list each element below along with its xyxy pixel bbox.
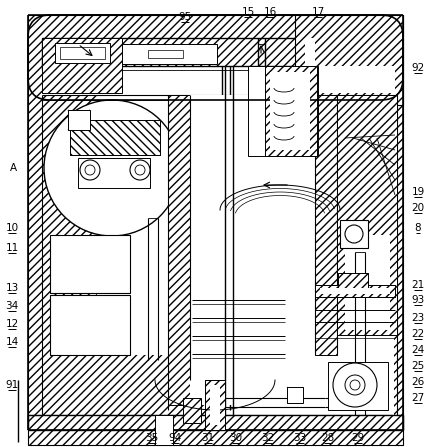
Circle shape	[80, 160, 100, 180]
Bar	[287, 387, 303, 403]
Bar	[68, 110, 90, 130]
Text: 8: 8	[415, 223, 421, 233]
Bar	[42, 38, 397, 66]
Text: 27: 27	[411, 393, 425, 403]
Bar	[315, 38, 397, 93]
Text: 10: 10	[6, 223, 18, 233]
Text: 30: 30	[230, 433, 242, 443]
Bar	[320, 288, 390, 294]
Bar	[328, 362, 388, 410]
Text: 94: 94	[168, 433, 181, 443]
Text: 19: 19	[411, 187, 425, 197]
Text: 25: 25	[411, 361, 425, 371]
Circle shape	[85, 165, 95, 175]
Bar	[295, 15, 403, 105]
Text: 35: 35	[145, 433, 159, 443]
Text: 95: 95	[178, 12, 192, 22]
Text: 16: 16	[263, 7, 277, 17]
Bar	[248, 66, 318, 156]
Bar	[315, 38, 395, 66]
Bar	[315, 285, 395, 297]
Bar	[28, 15, 403, 430]
Bar	[155, 415, 173, 445]
Bar	[122, 44, 217, 64]
Bar	[148, 50, 183, 58]
Bar	[183, 398, 201, 423]
Text: 20: 20	[411, 203, 425, 213]
Bar	[78, 158, 150, 188]
Circle shape	[135, 165, 145, 175]
Bar	[315, 285, 395, 297]
Text: 34: 34	[6, 301, 18, 311]
Bar	[70, 120, 160, 155]
Circle shape	[350, 380, 360, 390]
Bar	[338, 273, 368, 288]
Text: 22: 22	[411, 329, 425, 339]
Bar	[42, 38, 394, 418]
Text: 12: 12	[6, 319, 18, 329]
Bar	[190, 95, 315, 405]
Bar	[42, 415, 397, 430]
Circle shape	[333, 363, 377, 407]
Bar	[42, 100, 117, 190]
Bar	[265, 66, 317, 156]
Circle shape	[130, 160, 150, 180]
Bar	[305, 38, 395, 93]
Text: 93: 93	[411, 295, 425, 305]
Circle shape	[345, 225, 363, 243]
Bar	[168, 95, 190, 405]
Text: 11: 11	[6, 243, 18, 253]
Bar	[50, 235, 130, 293]
Bar	[70, 120, 160, 155]
Bar	[60, 47, 105, 59]
Bar	[345, 105, 390, 330]
Text: 91: 91	[6, 380, 18, 390]
Text: A: A	[9, 163, 17, 173]
Bar	[50, 295, 130, 355]
Text: 32: 32	[261, 433, 275, 443]
Bar	[345, 105, 390, 235]
Text: 31: 31	[201, 433, 214, 443]
Bar	[42, 38, 122, 93]
Bar	[42, 355, 207, 430]
Bar	[210, 385, 220, 425]
Bar	[340, 220, 368, 248]
Bar	[42, 95, 57, 435]
Text: 29: 29	[351, 433, 365, 443]
Circle shape	[44, 100, 180, 236]
Text: 26: 26	[411, 377, 425, 387]
Text: 92: 92	[411, 63, 425, 73]
Text: 33: 33	[293, 433, 307, 443]
Bar	[55, 43, 110, 63]
Bar	[337, 95, 397, 335]
Bar	[42, 95, 97, 435]
Text: 17: 17	[311, 7, 325, 17]
Text: 24: 24	[411, 345, 425, 355]
Circle shape	[345, 375, 365, 395]
Bar	[338, 273, 368, 288]
Bar	[205, 380, 225, 430]
Bar	[42, 95, 57, 435]
Text: 21: 21	[411, 280, 425, 290]
Bar	[315, 95, 337, 355]
Text: 14: 14	[6, 337, 18, 347]
Bar	[270, 72, 310, 150]
Text: 15: 15	[242, 7, 255, 17]
Text: 13: 13	[6, 283, 18, 293]
Bar	[42, 415, 397, 430]
Text: 23: 23	[411, 313, 425, 323]
Bar	[28, 415, 403, 445]
Bar	[42, 100, 117, 190]
Text: 28: 28	[321, 433, 335, 443]
